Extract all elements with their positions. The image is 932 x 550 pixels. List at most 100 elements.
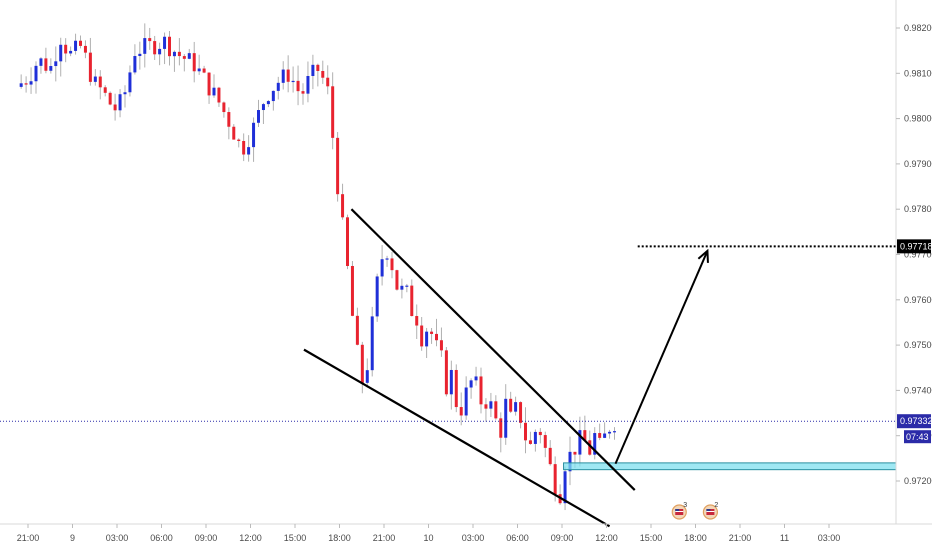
candle	[227, 107, 231, 140]
x-tick-label: 9	[70, 533, 75, 543]
candle-body-up	[261, 104, 265, 111]
candle-body-up	[449, 369, 453, 395]
candle-body-up	[311, 64, 315, 76]
candle-body-down	[346, 217, 349, 266]
candle-body-down	[153, 41, 157, 55]
candle	[484, 398, 488, 422]
candle	[242, 133, 246, 162]
candle-body-up	[365, 370, 369, 383]
annotations-layer	[0, 208, 897, 528]
candle	[286, 55, 290, 93]
candle-body-down	[103, 87, 107, 93]
candle	[177, 38, 181, 66]
candle	[118, 89, 122, 118]
candle	[435, 318, 438, 347]
candle	[103, 85, 107, 97]
candle-body-down	[44, 58, 48, 71]
candle-body-down	[242, 140, 246, 155]
candle-body-up	[380, 259, 384, 277]
candle-body-down	[227, 112, 231, 127]
x-tick-label: 21:00	[17, 533, 40, 543]
candle-body-up	[118, 94, 122, 111]
x-tick-label: 12:00	[595, 533, 618, 543]
candle	[69, 46, 73, 57]
candle	[395, 269, 399, 291]
candle-body-down	[519, 402, 523, 423]
candle-body-down	[108, 92, 112, 105]
candle-body-down	[435, 333, 438, 341]
candle-body-up	[514, 402, 518, 412]
candle	[326, 65, 330, 95]
x-tick-label: 03:00	[818, 533, 841, 543]
x-tick-label: 11	[780, 533, 789, 543]
upper-trendline[interactable]	[350, 208, 636, 491]
candle	[306, 61, 310, 103]
candle-body-up	[54, 61, 58, 67]
candle-body-down	[168, 36, 171, 57]
candle-body-down	[524, 422, 527, 441]
candle	[301, 83, 305, 105]
candle-body-down	[395, 270, 399, 290]
candle-body-down	[430, 331, 434, 334]
candle-body-down	[79, 40, 82, 46]
candle-body-up	[247, 147, 251, 155]
x-tick-label: 06:00	[506, 533, 529, 543]
candle-body-down	[355, 315, 359, 345]
candle-body-up	[69, 50, 73, 54]
candle	[608, 429, 612, 439]
time-axis[interactable]: 21:00 9 03:00 06:00 09:00 12:00 15:00 18:00 21:0…	[17, 524, 841, 543]
candle-body-up	[593, 433, 597, 455]
candle-body-up	[578, 430, 582, 455]
candle-body-down	[588, 440, 592, 455]
candle	[563, 466, 567, 511]
candle-body-down	[232, 126, 236, 140]
candle	[19, 74, 23, 89]
candle	[331, 72, 335, 150]
candle-countdown-text: 07:43	[906, 432, 929, 442]
candle	[528, 431, 532, 445]
candle-body-up	[425, 331, 429, 347]
candle-body-down	[528, 440, 532, 444]
candle-body-up	[34, 65, 38, 82]
candle-body-down	[301, 91, 305, 94]
candle-body-up	[474, 376, 478, 381]
candle	[247, 135, 251, 162]
candle	[291, 66, 295, 93]
candle	[49, 58, 53, 74]
candle-body-down	[360, 344, 364, 383]
candle	[583, 415, 587, 441]
lower-trendline[interactable]	[303, 348, 611, 528]
candle	[128, 65, 132, 97]
candle-body-up	[163, 36, 167, 49]
candle-body-up	[138, 53, 142, 57]
us-flag-event-icon[interactable]: 3	[671, 502, 687, 520]
candle-body-down	[538, 431, 542, 436]
x-tick-label: 10	[423, 533, 433, 543]
candle	[163, 32, 167, 65]
candle	[469, 378, 473, 399]
candle-body-down	[237, 139, 241, 141]
candle-body-up	[405, 285, 409, 287]
candle-body-down	[459, 407, 463, 416]
candle-body-up	[123, 92, 127, 95]
projection-arrow[interactable]	[614, 250, 709, 465]
candle-body-down	[286, 69, 290, 82]
candle	[370, 306, 374, 377]
candle-body-up	[172, 51, 176, 57]
candle	[430, 328, 434, 344]
candle	[415, 304, 419, 340]
candle	[524, 407, 527, 454]
candle-body-up	[563, 471, 567, 504]
candle-body-up	[49, 66, 53, 71]
us-flag-event-icon[interactable]: 2	[702, 502, 718, 520]
candle-body-down	[553, 464, 557, 495]
candle	[613, 427, 616, 440]
candle-body-down	[88, 52, 92, 82]
